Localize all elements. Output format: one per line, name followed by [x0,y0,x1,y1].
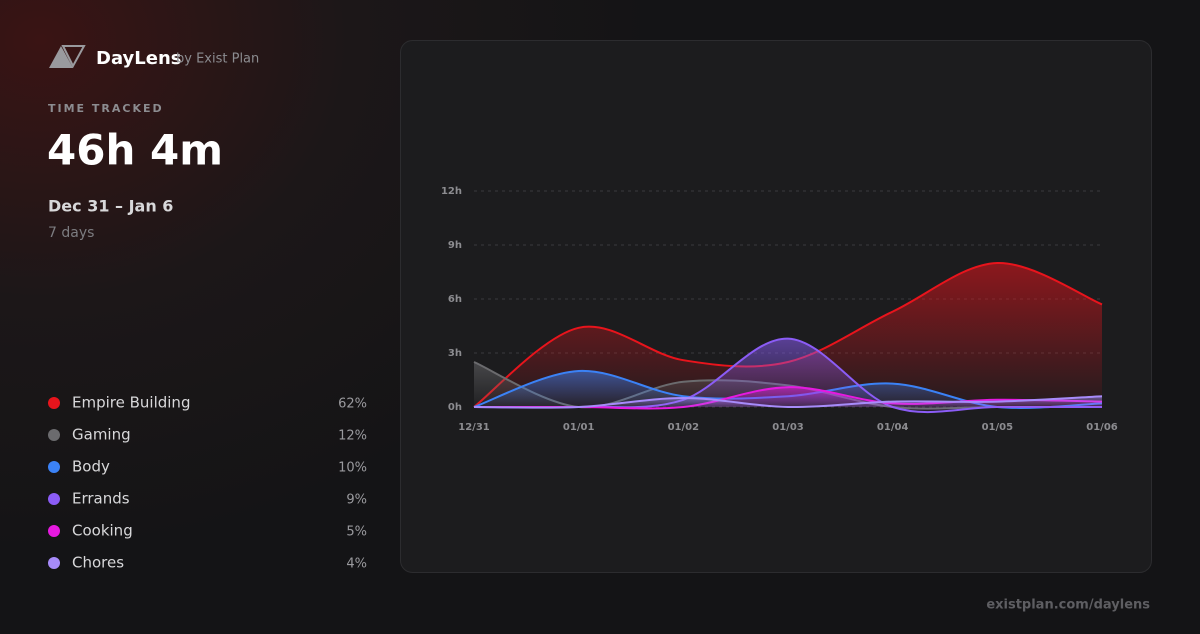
legend-share: 4% [346,557,367,572]
x-tick-label: 01/03 [772,422,804,433]
kicker: TIME TRACKED [48,102,164,115]
day-count: 7 days [48,225,94,241]
chart-panel [400,40,1152,573]
legend-label: Errands [72,490,130,508]
y-tick-label: 9h [448,240,462,251]
series-area [474,262,1102,407]
series-area [474,338,1102,413]
legend-swatch [48,557,60,569]
legend-swatch [48,461,60,473]
y-tick-label: 0h [448,402,462,413]
legend-share: 62% [338,397,367,412]
legend-swatch [48,397,60,409]
y-tick-label: 3h [448,348,462,359]
legend: Empire Building 62% Gaming 12% Body 10% Errand… [48,394,367,572]
x-tick-label: 01/05 [982,422,1014,433]
legend-share: 12% [338,429,367,444]
x-tick-label: 01/01 [563,422,595,433]
chart: 0h 3h 6h 9h 12h 12/31 01/01 01/02 01/03 01/04 01/0… [441,186,1118,433]
legend-label: Empire Building [72,394,190,412]
legend-label: Body [72,458,110,476]
series-area [474,396,1102,408]
legend-swatch [48,493,60,505]
x-tick-label: 01/06 [1086,422,1118,433]
legend-label: Gaming [72,426,131,444]
x-tick-label: 01/02 [668,422,700,433]
legend-swatch [48,525,60,537]
x-tick-label: 01/04 [877,422,909,433]
footer-url: existplan.com/daylens [986,598,1150,613]
date-range: Dec 31 – Jan 6 [48,197,173,216]
y-tick-label: 6h [448,294,462,305]
legend-share: 9% [346,493,367,508]
legend-label: Cooking [72,522,133,540]
x-tick-label: 12/31 [458,422,490,433]
legend-swatch [48,429,60,441]
y-tick-label: 12h [441,186,462,197]
legend-share: 10% [338,461,367,476]
byline: by Exist Plan [176,52,259,67]
total-time: 46h 4m [47,126,223,175]
series-line [473,395,1103,409]
series-area [474,370,1102,408]
brand: DayLens [96,48,181,69]
logo [49,45,86,69]
legend-share: 5% [346,525,367,540]
legend-label: Chores [72,554,124,572]
